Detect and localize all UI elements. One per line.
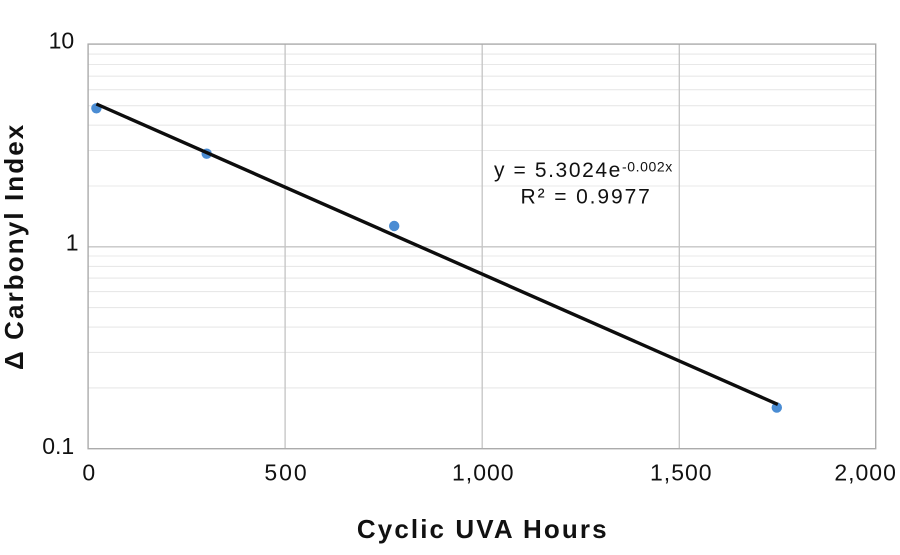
svg-text:Δ Carbonyl Index: Δ Carbonyl Index xyxy=(0,123,29,370)
svg-text:1: 1 xyxy=(66,230,79,256)
svg-text:500: 500 xyxy=(264,460,308,486)
svg-text:0.1: 0.1 xyxy=(42,433,74,459)
svg-text:0: 0 xyxy=(82,460,95,486)
svg-text:Cyclic UVA Hours: Cyclic UVA Hours xyxy=(357,514,609,544)
svg-text:1,500: 1,500 xyxy=(650,460,713,486)
svg-text:R² = 0.9977: R² = 0.9977 xyxy=(521,185,652,208)
svg-text:2,000: 2,000 xyxy=(834,460,897,486)
svg-text:10: 10 xyxy=(49,28,75,54)
svg-text:1,000: 1,000 xyxy=(452,460,515,486)
